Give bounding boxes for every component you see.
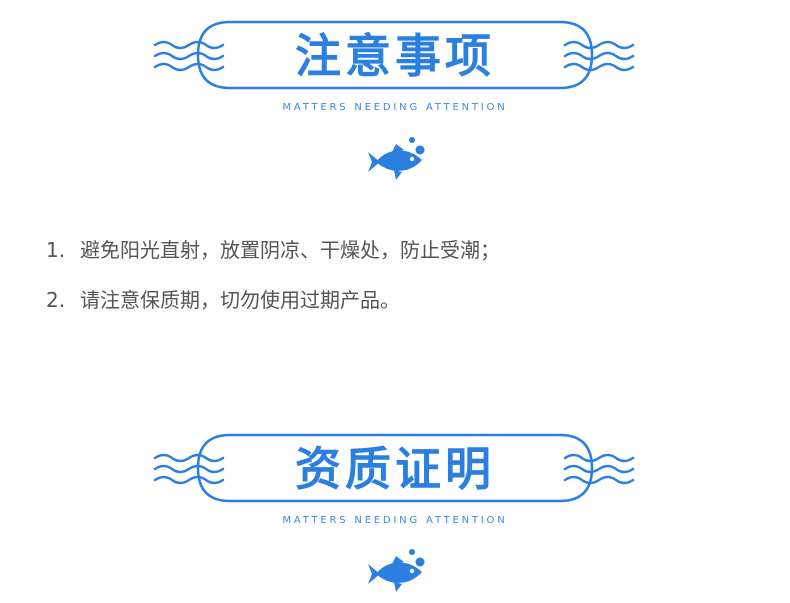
title-banner: 资质证明 MATTERS NEEDING ATTENTION xyxy=(0,431,790,531)
banner-frame-icon xyxy=(153,20,635,90)
section-title: 资质证明 xyxy=(295,442,495,496)
fish-icon xyxy=(368,549,425,592)
list-text: 避免阳光直射，放置阴凉、干燥处，防止受潮； xyxy=(80,238,500,262)
waves-icon-left xyxy=(153,453,225,485)
section-subtitle: MATTERS NEEDING ATTENTION xyxy=(282,102,508,113)
banner-frame-icon xyxy=(153,433,635,503)
list-item: 1. 避免阳光直射，放置阴凉、干燥处，防止受潮； xyxy=(46,232,500,282)
waves-icon-left xyxy=(153,40,225,72)
title-banner: 注意事项 MATTERS NEEDING ATTENTION xyxy=(0,18,790,118)
section-subtitle: MATTERS NEEDING ATTENTION xyxy=(282,515,508,526)
list-number: 1. xyxy=(46,238,66,262)
list-item: 2. 请注意保质期，切勿使用过期产品。 xyxy=(46,282,500,332)
fish-icon xyxy=(368,137,425,180)
list-number: 2. xyxy=(46,288,66,312)
waves-icon-right xyxy=(563,453,635,485)
section-title: 注意事项 xyxy=(295,29,495,83)
list-text: 请注意保质期，切勿使用过期产品。 xyxy=(80,288,400,312)
waves-icon-right xyxy=(563,40,635,72)
notes-list: 1. 避免阳光直射，放置阴凉、干燥处，防止受潮； 2. 请注意保质期，切勿使用过期产… xyxy=(46,232,500,332)
